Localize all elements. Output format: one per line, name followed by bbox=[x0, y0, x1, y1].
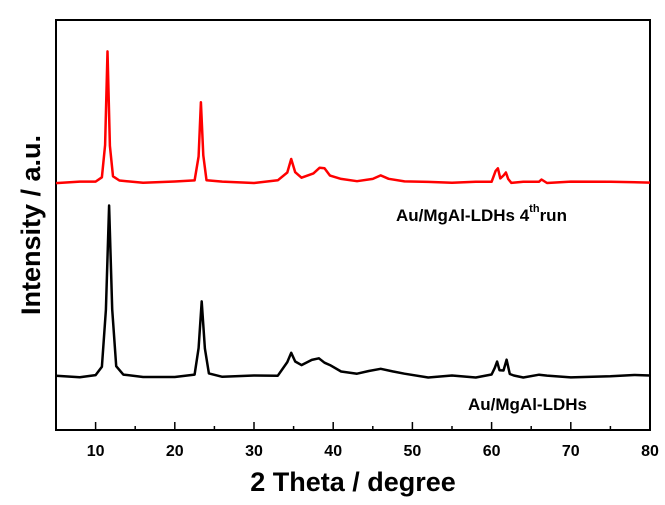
x-tick-label: 20 bbox=[166, 443, 184, 460]
x-tick-label: 50 bbox=[404, 443, 422, 460]
x-axis-title: 2 Theta / degree bbox=[250, 467, 456, 497]
plot-frame bbox=[55, 19, 651, 431]
series-label-4th-run-main: Au/MgAl-LDHs 4 bbox=[396, 206, 530, 225]
x-tick-label: 40 bbox=[324, 443, 342, 460]
series-line-4th-run bbox=[55, 50, 651, 185]
series-line-fresh bbox=[55, 204, 651, 379]
series-label-4th-run-tail: run bbox=[540, 206, 567, 225]
x-tick-label: 60 bbox=[483, 443, 501, 460]
series-lines bbox=[55, 50, 651, 379]
x-tick-label: 70 bbox=[562, 443, 580, 460]
x-tick-label: 10 bbox=[87, 443, 105, 460]
series-label-fresh: Au/MgAl-LDHs bbox=[468, 395, 587, 414]
x-ticks: 10 20 30 40 50 60 70 80 bbox=[55, 422, 659, 460]
series-label-4th-run-superscript: th bbox=[529, 203, 540, 215]
x-tick-label: 80 bbox=[641, 443, 659, 460]
x-tick-label: 30 bbox=[245, 443, 263, 460]
y-axis-title: Intensity / a.u. bbox=[16, 135, 46, 315]
series-label-4th-run: Au/MgAl-LDHs 4thrun bbox=[396, 203, 567, 225]
